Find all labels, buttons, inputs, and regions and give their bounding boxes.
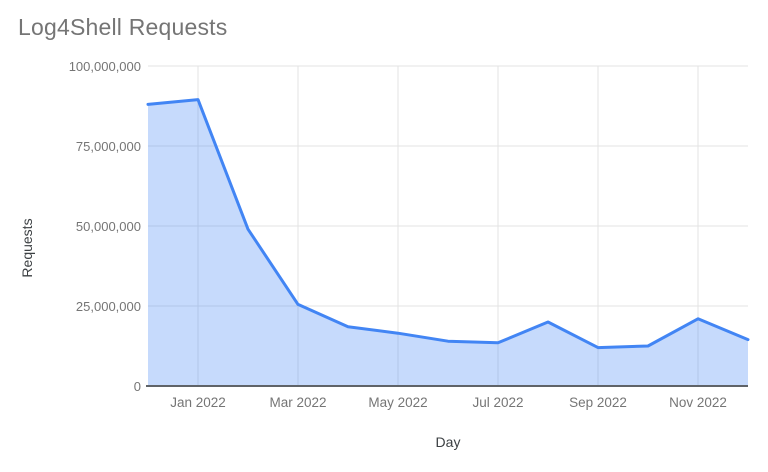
- y-tick-label: 0: [133, 378, 141, 394]
- y-tick-label: 100,000,000: [68, 58, 141, 74]
- x-axis-title: Day: [435, 434, 461, 450]
- y-tick-label: 25,000,000: [75, 298, 141, 314]
- y-axis-title: Requests: [19, 218, 35, 277]
- y-tick-label: 75,000,000: [75, 138, 141, 154]
- x-tick-label: Nov 2022: [669, 395, 727, 410]
- y-tick-label: 50,000,000: [75, 218, 141, 234]
- y-axis-title-text: Requests: [19, 218, 35, 278]
- series-line: [146, 98, 750, 350]
- series-area-fill: [148, 99, 748, 386]
- x-tick-label: May 2022: [368, 395, 428, 410]
- x-tick-label: Mar 2022: [269, 395, 327, 410]
- chart-title: Log4Shell Requests: [18, 14, 228, 40]
- x-tick-label: Sep 2022: [569, 395, 627, 410]
- x-tick-label: Jan 2022: [170, 395, 226, 410]
- x-tick-label: Jul 2022: [472, 395, 524, 410]
